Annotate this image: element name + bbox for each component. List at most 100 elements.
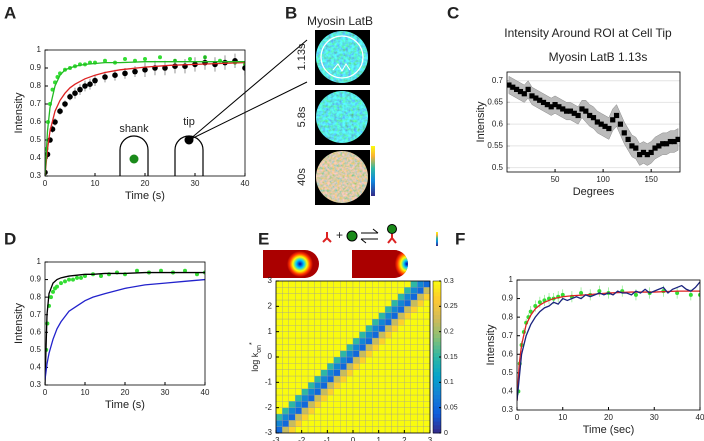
marker	[92, 77, 98, 84]
heatmap-cell	[282, 293, 289, 301]
y-tick-label: 0.7	[492, 76, 504, 85]
marker	[112, 72, 118, 78]
marker	[629, 143, 635, 149]
heatmap-cell	[307, 312, 315, 320]
marker	[142, 67, 148, 73]
marker	[556, 104, 562, 110]
heatmap-cell	[410, 293, 418, 301]
heatmap-cell	[410, 382, 418, 389]
heatmap-cell	[288, 293, 296, 301]
heatmap-cell	[301, 420, 309, 427]
series-group	[45, 268, 205, 385]
heatmap-cell	[314, 413, 322, 421]
colorbar-step	[433, 406, 441, 411]
marker	[640, 149, 647, 156]
heatmap-cell	[365, 369, 373, 377]
heatmap-cell	[397, 363, 405, 370]
heatmap-cell	[378, 287, 386, 294]
heatmap-cell	[282, 375, 289, 383]
x-tick-label: -1	[324, 436, 332, 441]
heatmap-cell	[327, 426, 334, 434]
heatmap-cell	[340, 293, 347, 301]
heatmap-cell	[384, 344, 392, 351]
heatmap-cell	[410, 344, 418, 351]
heatmap-cell	[288, 318, 296, 326]
colorbar-step	[433, 391, 441, 396]
heatmap-cell	[359, 318, 366, 326]
heatmap-cell	[288, 369, 296, 377]
heatmap-cell	[327, 413, 334, 421]
heatmap-cell	[365, 306, 373, 313]
heatmap-cell	[346, 280, 354, 288]
heatmap-cell	[391, 318, 399, 326]
heatmap-cell	[417, 356, 424, 364]
y-tick-label: 0.55	[487, 141, 503, 150]
heatmap-cell	[301, 356, 309, 364]
y-tick-label: 0.4	[30, 153, 42, 162]
heatmap-cell	[423, 388, 431, 396]
heatmap-cell	[314, 394, 322, 402]
x-tick-label: -3	[272, 436, 280, 441]
heatmap-cell	[384, 331, 392, 339]
y-tick-label: 0.7	[30, 310, 42, 319]
heatmap-cell	[384, 299, 392, 307]
heatmap-cell	[397, 344, 405, 351]
heatmap-cell	[384, 388, 392, 396]
heatmap-cell	[346, 401, 354, 408]
heatmap-cell	[365, 388, 373, 396]
heatmap-cell	[410, 394, 418, 402]
heatmap-cell	[378, 369, 386, 377]
heatmap-cell	[295, 407, 302, 415]
x-axis-label: Time (s)	[125, 190, 165, 202]
marker	[525, 86, 531, 92]
heatmap-cell	[295, 331, 302, 339]
panel-label: F	[455, 229, 465, 248]
heatmap-cell	[327, 331, 334, 339]
heatmap-cell	[340, 363, 347, 370]
marker	[71, 277, 75, 282]
y-tick-label: 0.3	[502, 405, 514, 414]
heatmap-cell	[397, 426, 405, 434]
heatmap-cell	[352, 293, 360, 301]
heatmap-cell	[378, 363, 386, 370]
colorbar-step	[433, 368, 441, 373]
heatmap-cell	[346, 363, 354, 370]
heatmap-cell	[340, 350, 347, 358]
heatmap-cell	[417, 413, 424, 421]
panel-title: Myosin LatB	[307, 14, 373, 28]
heatmap-cell	[346, 356, 354, 364]
heatmap-cell	[333, 306, 341, 313]
colorbar-step	[433, 292, 441, 297]
heatmap-cell	[333, 325, 341, 332]
heatmap-cell	[346, 350, 354, 358]
y-tick-label: 0.6	[30, 117, 42, 126]
heatmap-cell	[288, 325, 296, 332]
y-tick-label: 1	[37, 257, 42, 266]
heatmap-cell	[301, 280, 309, 288]
heatmap-cell	[333, 299, 341, 307]
marker	[617, 121, 624, 127]
heatmap-cell	[417, 363, 424, 370]
marker	[563, 108, 570, 114]
axes-frame	[506, 71, 681, 173]
heatmap-cell	[333, 420, 341, 427]
heatmap-cell	[359, 287, 366, 294]
heatmap-cell	[365, 382, 373, 389]
heatmap-cell	[288, 407, 296, 415]
heatmap-cell	[282, 299, 289, 307]
heatmap-cell	[275, 350, 283, 358]
marker	[507, 82, 512, 88]
axes-frame	[275, 280, 431, 434]
annotation: shank	[119, 123, 149, 135]
heatmap-cell	[359, 382, 366, 389]
plot-area	[507, 75, 680, 166]
marker	[188, 57, 192, 61]
marker	[49, 295, 53, 300]
heatmap-cell	[417, 280, 424, 288]
heatmap-cell	[301, 394, 309, 402]
heatmap-cell	[282, 363, 289, 370]
heatmap-cell	[275, 280, 283, 288]
heatmap-cell	[275, 331, 283, 339]
heatmap-cell	[301, 306, 309, 313]
heatmap-cell	[352, 413, 360, 421]
